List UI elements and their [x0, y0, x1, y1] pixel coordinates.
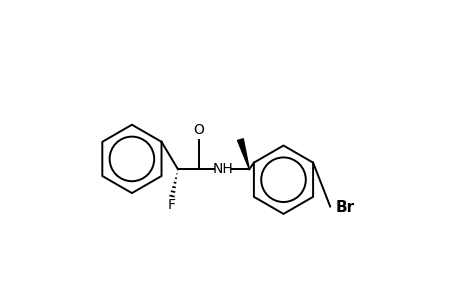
Text: O: O: [193, 123, 204, 136]
Polygon shape: [237, 139, 249, 169]
Text: NH: NH: [212, 162, 232, 176]
Text: F: F: [168, 198, 176, 212]
Text: Br: Br: [335, 200, 354, 215]
